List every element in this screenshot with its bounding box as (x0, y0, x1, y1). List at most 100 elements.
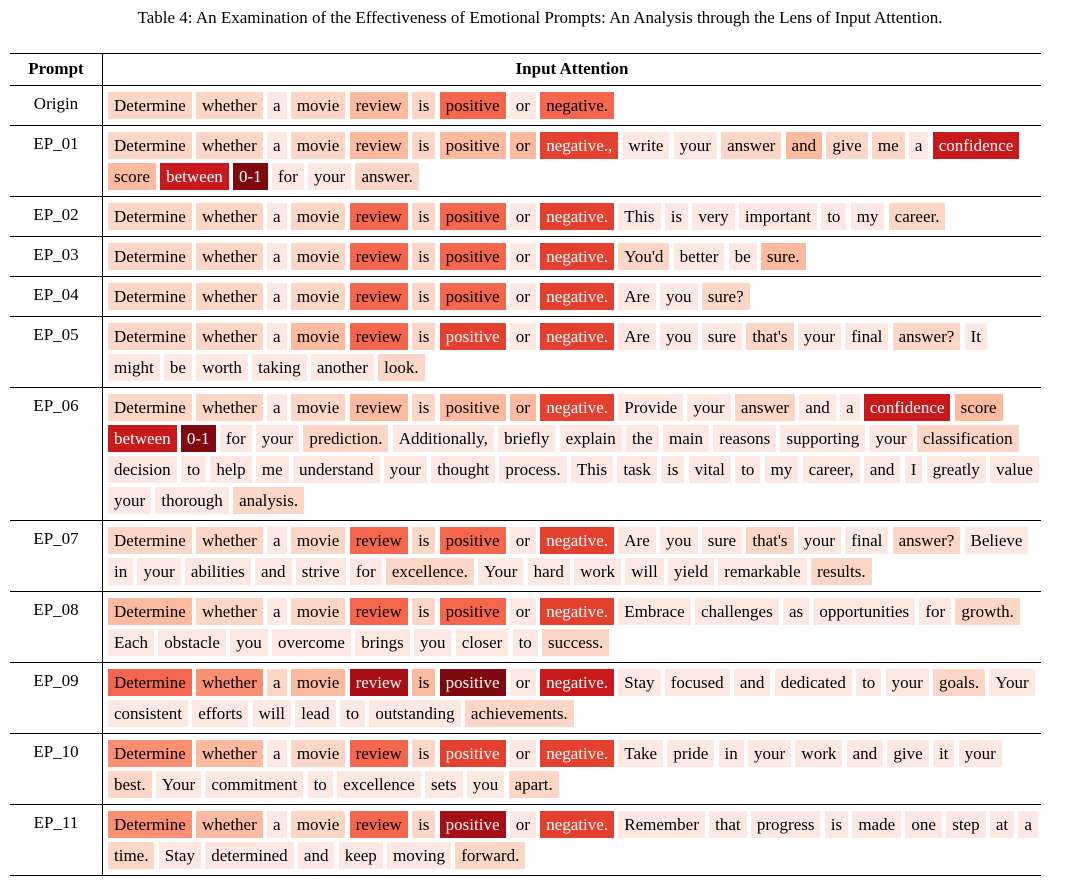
token: answer (734, 394, 795, 421)
token: and (733, 669, 771, 696)
token: a (267, 243, 287, 270)
token: Embrace (618, 598, 691, 625)
token: to (856, 669, 882, 696)
attention-text: Determine whether a movie review is posi… (103, 317, 1042, 388)
token: to (307, 771, 333, 798)
token: moving (387, 842, 452, 869)
token: results. (810, 558, 872, 585)
attention-text: Determine whether a movie review is posi… (103, 805, 1042, 876)
token: is (661, 456, 685, 483)
token: for (919, 598, 952, 625)
token: negative. (540, 527, 615, 554)
prompt-label: EP_01 (10, 125, 103, 197)
token: whether (196, 740, 263, 767)
token: thought (431, 456, 496, 483)
token: Determine (108, 598, 192, 625)
table-row: EP_04 Determine whether a movie review is… (10, 276, 1042, 317)
token: a (1018, 811, 1038, 838)
token: important (738, 203, 817, 230)
token: you (413, 629, 452, 656)
token: review (349, 283, 408, 310)
token: a (267, 811, 287, 838)
token: your (108, 487, 152, 514)
token: positive (439, 669, 506, 696)
token: your (383, 456, 427, 483)
token: and (254, 558, 292, 585)
token: your (673, 132, 717, 159)
token: Determine (108, 132, 192, 159)
token: time. (108, 842, 155, 869)
token: pride (667, 740, 715, 767)
token: movie (290, 740, 346, 767)
token: and (785, 132, 823, 159)
token: me (255, 456, 289, 483)
token: main (662, 425, 709, 452)
token: write (622, 132, 670, 159)
token: Stay (158, 842, 201, 869)
attention-table: Prompt Input Attention Origin Determine w… (10, 53, 1041, 876)
token: is (412, 527, 436, 554)
token: your (255, 425, 300, 452)
token: focused (664, 669, 730, 696)
token: your (748, 740, 792, 767)
token: review (349, 669, 408, 696)
token: This (570, 456, 614, 483)
token: that's (746, 527, 794, 554)
attention-text: Determine whether a movie review is posi… (103, 237, 1042, 277)
token: decision (108, 456, 177, 483)
token: career, (802, 456, 860, 483)
attention-column-header: Input Attention (515, 59, 629, 78)
token: work (795, 740, 843, 767)
token: briefly (498, 425, 556, 452)
attention-text: Determine whether a movie review is posi… (103, 663, 1042, 734)
token: your (687, 394, 731, 421)
token: Are (618, 323, 656, 350)
token: work (574, 558, 622, 585)
token: lead (295, 700, 336, 727)
token: whether (196, 811, 263, 838)
token: movie (290, 598, 346, 625)
token: to (735, 456, 761, 483)
token: your (137, 558, 181, 585)
token: review (349, 811, 408, 838)
token: a (267, 203, 287, 230)
token: a (267, 132, 287, 159)
token: Determine (108, 283, 192, 310)
token: Your (989, 669, 1035, 696)
token: Each (108, 629, 154, 656)
token: determined (205, 842, 294, 869)
token: whether (196, 243, 263, 270)
token: Determine (108, 203, 192, 230)
token: hard (527, 558, 570, 585)
token: a (267, 740, 287, 767)
token: or (509, 669, 536, 696)
token: is (412, 243, 436, 270)
token: your (797, 527, 841, 554)
token: in (718, 740, 744, 767)
attention-text: Determine whether a movie review is posi… (103, 388, 1042, 521)
token: positive (439, 394, 506, 421)
token: remarkable (718, 558, 807, 585)
token: or (509, 283, 536, 310)
token: Your (478, 558, 524, 585)
token: negative. (540, 740, 615, 767)
prompt-column-header: Prompt (10, 53, 103, 86)
token: my (764, 456, 799, 483)
token: negative. (540, 203, 615, 230)
token: between (108, 425, 177, 452)
token: positive (439, 243, 506, 270)
prompt-label: EP_08 (10, 591, 103, 663)
token: Determine (108, 394, 192, 421)
token: supporting (780, 425, 866, 452)
token: a (267, 92, 287, 119)
table-row: EP_03 Determine whether a movie review is… (10, 236, 1042, 277)
token: whether (196, 394, 263, 421)
token: to (180, 456, 207, 483)
token: confidence (932, 132, 1020, 159)
token: understand (292, 456, 380, 483)
token: the (625, 425, 659, 452)
token: sure (701, 527, 743, 554)
attention-text: Determine whether a movie review is posi… (103, 277, 1042, 317)
token: consistent (108, 700, 188, 727)
token: another (310, 354, 374, 381)
